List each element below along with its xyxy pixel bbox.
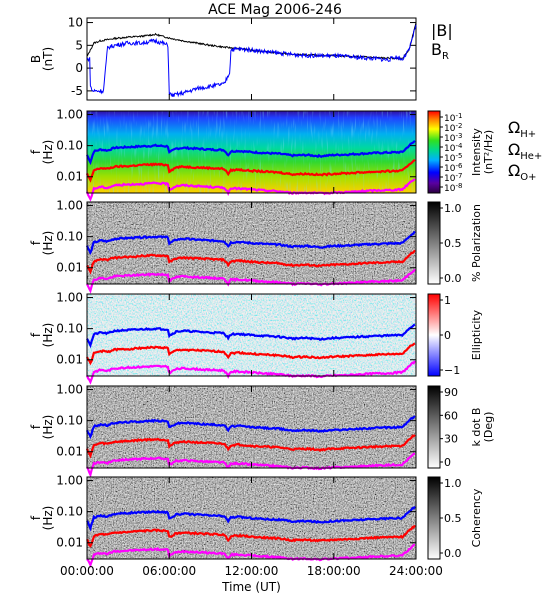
polarization-gyro-line-he [86,249,416,275]
intensity-gyro-line-he [85,158,416,183]
legend-omega-h: ΩH+ [508,118,536,140]
kdotb-gyro-line-h [85,415,416,440]
kdotb-colorbar [427,385,441,469]
kdotb-colorbar-label: k dot B [470,408,483,447]
kdotb-ytick-label: 0.01 [56,445,83,459]
intensity-colorbar-label: Intensity [470,128,483,176]
ellipticity-gyro-line-he [86,342,416,366]
polarization-colorbar-label-group: % Polarization [470,204,483,282]
ellipticity-ytick-label: 1.00 [56,291,83,305]
kdotb-gyro-line-o [86,452,416,479]
coherency-colorbar [427,476,441,560]
b-field-ytick-label: 0 [75,61,83,75]
kdotb-ylabel: f [29,424,43,429]
polarization-ytick-label: 1.00 [56,199,83,213]
coherency-gyro-line-he [86,524,416,548]
xtick-label: 00:00:00 [60,564,114,578]
ellipticity-ytick-label: 0.01 [56,353,83,367]
intensity-ytick-label: 0.01 [56,170,83,184]
ellipticity-colorbar-tick-label: −1 [444,364,460,377]
kdotb-colorbar-unit: (Deg) [482,412,495,443]
xtick-label: 06:00:00 [142,564,196,578]
polarization-colorbar-tick-label: 0.0 [444,272,462,285]
polarization-colorbar [427,201,441,285]
legend-omega-o: ΩO+ [508,161,536,183]
b-field-ytick-label: 10 [68,16,83,30]
coherency-colorbar-tick-label: 0.5 [444,512,462,525]
xtick-label: 12:00:00 [225,564,279,578]
intensity-ylabel: f [29,149,43,154]
ellipticity-ylabel: f [29,332,43,337]
polarization-colorbar-label: % Polarization [470,204,483,282]
xtick-label: 24:00:00 [389,564,443,578]
kdotb-ylabel-unit: (Hz) [41,415,55,440]
kdotb-colorbar-tick-label: 60 [444,409,458,422]
x-axis-label: Time (UT) [221,580,281,594]
kdotb-colorbar-label-group: k dot B (Deg) [470,408,495,447]
kdotb-ytick-label: 1.00 [56,383,83,397]
b-field-ylabel-group: B(nT) [29,47,55,71]
ellipticity-ylabel-group: f(Hz) [29,323,55,348]
coherency-ytick-label: 1.00 [56,474,83,488]
legend-br: BR [431,40,449,62]
kdotb-ylabel-group: f(Hz) [29,415,55,440]
polarization-ytick-label: 0.01 [56,261,83,275]
ellipticity-ylabel-unit: (Hz) [41,323,55,348]
b-field-ylabel-unit: (nT) [41,47,55,71]
intensity-ytick-label: 1.00 [56,108,83,122]
coherency-ylabel: f [29,515,43,520]
kdotb-colorbar-tick-label: 30 [444,433,458,446]
coherency-ylabel-group: f(Hz) [29,506,55,531]
b-field-plot-area [86,17,417,101]
intensity-gyro-line-o [85,178,416,202]
b-field-series-line-br [86,24,417,98]
intensity-ylabel-group: f(Hz) [29,140,55,165]
coherency-gyro-line-o [86,543,416,568]
kdotb-gyro-line-he [85,434,416,459]
ellipticity-ytick-label: 0.10 [56,322,83,336]
legend-omega-he: ΩHe+ [508,140,542,162]
b-field-ytick-label: 5 [75,38,83,52]
intensity-ylabel-unit: (Hz) [41,140,55,165]
b-field-ytick-label: -5 [71,84,83,98]
ellipticity-colorbar-tick-label: 1 [444,294,451,307]
polarization-ylabel-group: f(Hz) [29,231,55,256]
polarization-ylabel: f [29,240,43,245]
chart-title: ACE Mag 2006-246 [208,2,342,18]
polarization-gyro-line-h [85,230,416,255]
polarization-ylabel-unit: (Hz) [41,231,55,256]
kdotb-ytick-label: 0.10 [56,414,83,428]
intensity-colorbar-unit: (nT²/Hz) [482,130,495,174]
intensity-colorbar-tick-label: 10-8 [444,182,462,194]
intensity-gyro-line-h [86,140,416,166]
coherency-colorbar-tick-label: 0.0 [444,547,462,560]
intensity-colorbar [427,110,441,194]
intensity-colorbar-label-group: Intensity (nT²/Hz) [470,128,495,176]
coherency-ytick-label: 0.01 [56,536,83,550]
kdotb-colorbar-tick-label: 90 [444,386,458,399]
coherency-colorbar-tick-label: 1.0 [444,477,462,490]
coherency-gyro-line-h [86,505,416,532]
ellipticity-gyro-line-h [86,323,416,349]
ellipticity-gyro-line-o [85,360,416,385]
kdotb-colorbar-tick-label: 0 [444,456,451,469]
ellipticity-colorbar-label-group: Ellipticity [470,309,483,360]
polarization-colorbar-tick-label: 0.5 [444,237,462,250]
polarization-ytick-label: 0.10 [56,230,83,244]
b-field-ylabel: B [29,55,43,63]
xtick-label: 18:00:00 [307,564,361,578]
ellipticity-colorbar [427,293,441,377]
coherency-ylabel-unit: (Hz) [41,506,55,531]
coherency-colorbar-label-group: Coherency [470,488,483,547]
ellipticity-colorbar-tick-label: 0 [444,329,451,342]
ellipticity-colorbar-label: Ellipticity [470,309,483,360]
legend-babs: |B| [431,21,453,40]
coherency-colorbar-label: Coherency [470,488,483,547]
intensity-ytick-label: 0.10 [56,139,83,153]
polarization-colorbar-tick-label: 1.0 [444,202,462,215]
coherency-ytick-label: 0.10 [56,505,83,519]
polarization-gyro-line-o [86,268,416,294]
